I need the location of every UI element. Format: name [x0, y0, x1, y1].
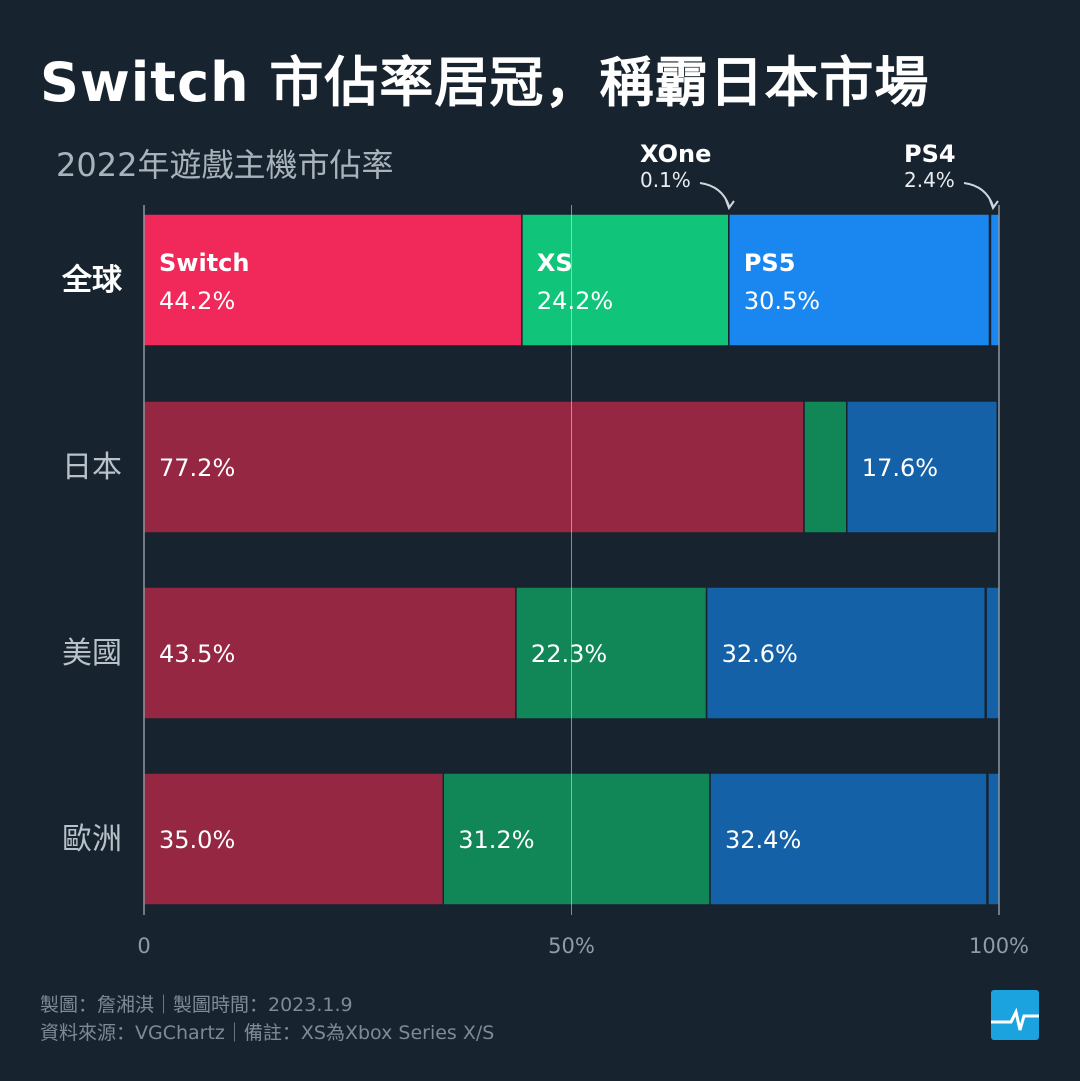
annotation-xone: XOne 0.1% — [640, 140, 711, 192]
bar-switch — [143, 213, 523, 347]
bar-value-label: 77.2% — [159, 454, 235, 482]
bar-xs — [521, 213, 730, 347]
annotation-xone-value: 0.1% — [640, 168, 691, 192]
annotation-ps4-arrow — [963, 182, 994, 207]
annotation-xone-arrowhead — [725, 199, 735, 211]
bar-xs — [442, 772, 711, 906]
category-label: 全球 — [61, 263, 123, 298]
annotation-ps4-arrowhead — [989, 199, 999, 211]
footer-credit: 製圖：詹湘淇｜製圖時間：2023.1.9 — [40, 994, 353, 1016]
pulse-icon — [991, 1007, 1039, 1031]
bar-value-label: 35.0% — [159, 826, 235, 854]
category-label: 美國 — [62, 636, 122, 671]
bar-value-label: 30.5% — [744, 287, 820, 315]
annotation-xone-arrow — [699, 182, 730, 207]
bar-ps4 — [989, 213, 1000, 347]
bar-value-label: 44.2% — [159, 287, 235, 315]
brand-logo — [991, 990, 1039, 1040]
annotation-ps4: PS4 2.4% — [904, 140, 956, 192]
bar-value-label: 17.6% — [862, 454, 938, 482]
bar-value-label: 22.3% — [531, 640, 607, 668]
x-tick-label: 0 — [137, 934, 150, 958]
bar-ps4 — [985, 586, 1000, 720]
category-label: 日本 — [62, 450, 122, 485]
bar-xs — [515, 586, 708, 720]
bar-value-label: 24.2% — [537, 287, 613, 315]
annotation-ps4-value: 2.4% — [904, 168, 955, 192]
bar-xs — [803, 400, 848, 534]
bar-switch — [143, 772, 444, 906]
footer-source: 資料來源：VGChartz｜備註：XS為Xbox Series X/S — [40, 1022, 495, 1044]
bar-value-label: 43.5% — [159, 640, 235, 668]
bar-series-label: XS — [537, 249, 573, 277]
chart-subtitle: 2022年遊戲主機市佔率 — [56, 146, 394, 184]
chart-title: Switch 市佔率居冠，稱霸日本市場 — [40, 51, 930, 114]
x-tick-label: 50% — [548, 934, 595, 958]
bar-series-label: PS5 — [744, 249, 796, 277]
bar-value-label: 32.4% — [725, 826, 801, 854]
bar-ps5 — [846, 400, 999, 534]
category-label: 歐洲 — [62, 822, 122, 857]
bar-ps5 — [705, 586, 987, 720]
bar-value-label: 32.6% — [722, 640, 798, 668]
bar-series-label: Switch — [159, 249, 249, 277]
bar-ps4 — [987, 772, 1000, 906]
bar-value-label: 31.2% — [458, 826, 534, 854]
bar-ps5 — [709, 772, 988, 906]
bar-ps5 — [728, 213, 991, 347]
bar-switch — [143, 400, 805, 534]
annotation-xone-name: XOne — [640, 140, 712, 168]
x-tick-label: 100% — [969, 934, 1029, 958]
annotation-ps4-name: PS4 — [904, 140, 956, 168]
